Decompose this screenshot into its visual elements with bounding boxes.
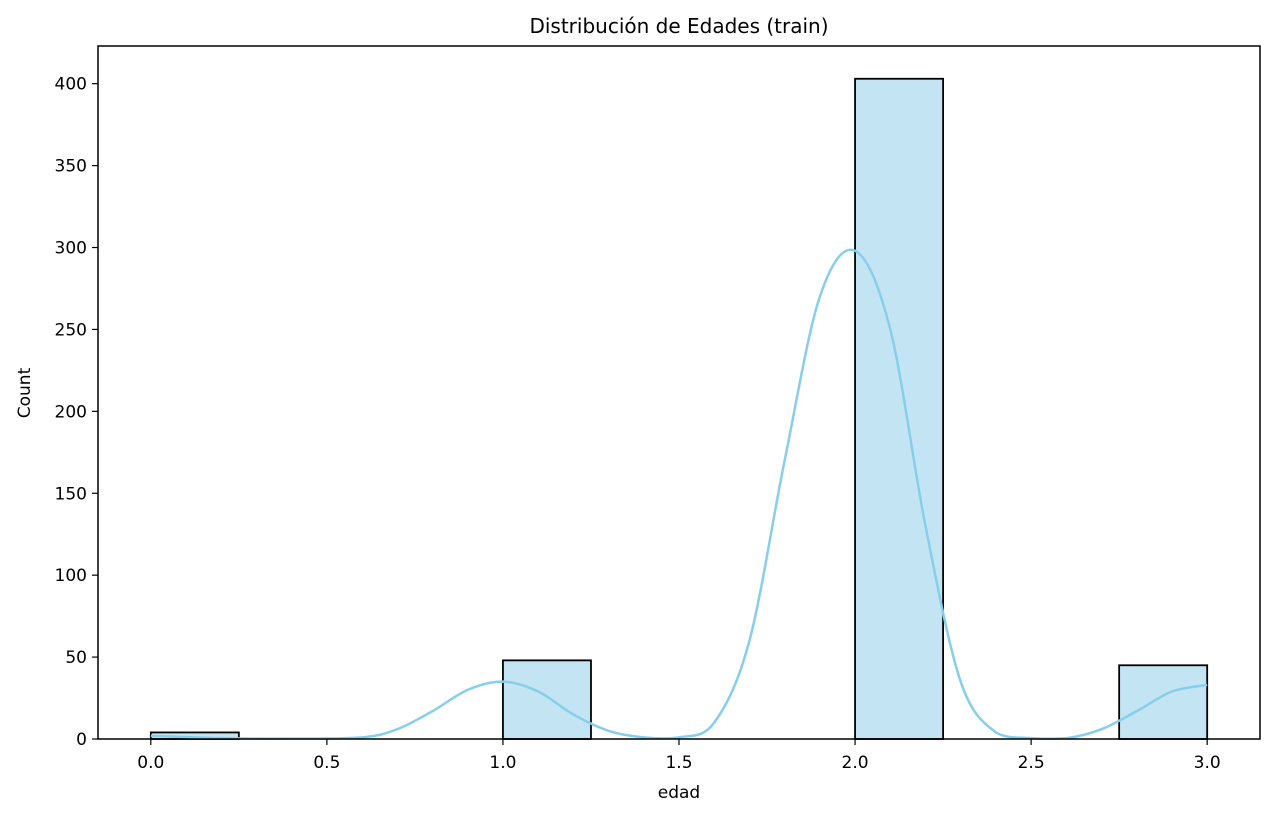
kde-group — [150, 248, 1208, 741]
x-tick-label: 3.0 — [1194, 753, 1221, 773]
y-tick-label: 200 — [55, 402, 87, 422]
plot-frame — [97, 45, 1261, 740]
kde-line — [150, 248, 1208, 741]
y-tick-label: 400 — [55, 75, 87, 95]
x-axis-label: edad — [658, 783, 700, 803]
histogram-bar-3 — [1118, 664, 1209, 740]
x-tick-label: 2.0 — [842, 753, 869, 773]
y-tick-label: 300 — [55, 239, 87, 259]
y-tick-label: 250 — [55, 320, 87, 340]
y-tick-label: 100 — [55, 566, 87, 586]
y-tick-label: 150 — [55, 484, 87, 504]
x-tick-label: 1.5 — [665, 753, 692, 773]
x-tick-label: 0.5 — [313, 753, 340, 773]
chart-title: Distribución de Edades (train) — [529, 14, 828, 38]
y-axis-label: Count — [15, 367, 35, 418]
bars-group — [149, 77, 1209, 740]
histogram-bar-1 — [502, 659, 592, 740]
x-tick-label: 0.0 — [137, 753, 164, 773]
y-tick-label: 350 — [55, 157, 87, 177]
x-tick-label: 1.0 — [489, 753, 516, 773]
histogram-bar-2 — [854, 77, 944, 740]
x-axis: 0.0 0.5 1.0 1.5 2.0 2.5 3.0 — [137, 739, 1221, 773]
y-tick-label: 50 — [65, 648, 87, 668]
y-axis: 0 50 100 150 200 250 300 350 400 — [55, 75, 98, 750]
x-tick-label: 2.5 — [1018, 753, 1045, 773]
y-tick-label: 0 — [76, 730, 87, 750]
